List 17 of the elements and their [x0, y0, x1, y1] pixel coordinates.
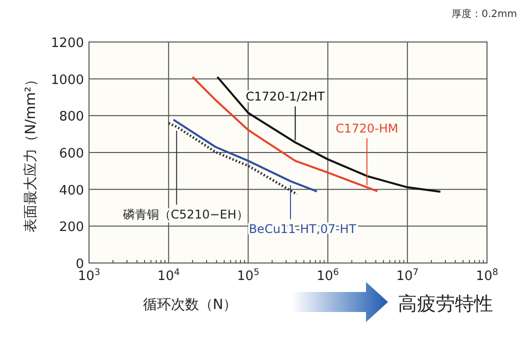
- text: 厚度：0.2mm: [452, 8, 517, 20]
- y-tick-label: 1000: [50, 72, 84, 88]
- x-tick-label: 10$^{7}$: [396, 268, 419, 284]
- y-tick-label: 400: [59, 183, 84, 198]
- x-tick-label: 10$^{5}$: [237, 268, 260, 284]
- x-tick-label: 10$^{6}$: [316, 268, 340, 284]
- y-tick-label: 600: [59, 146, 84, 162]
- text: 磷青铜（C5210−EH）: [122, 208, 248, 222]
- y-axis-title: 表面最大应力（N/mm²）: [23, 72, 39, 233]
- x-axis-title: 循环次数（N）: [142, 297, 238, 313]
- x-tick-label: 10$^{4}$: [157, 268, 180, 284]
- x-tick-label: 10$^{8}$: [476, 268, 498, 284]
- y-tick-label: 800: [59, 110, 84, 125]
- text: C1720-HM: [336, 121, 398, 136]
- y-tick-label: 200: [59, 220, 84, 236]
- text: 高疲劳特性: [398, 293, 493, 315]
- y-tick-label: 1200: [50, 36, 84, 51]
